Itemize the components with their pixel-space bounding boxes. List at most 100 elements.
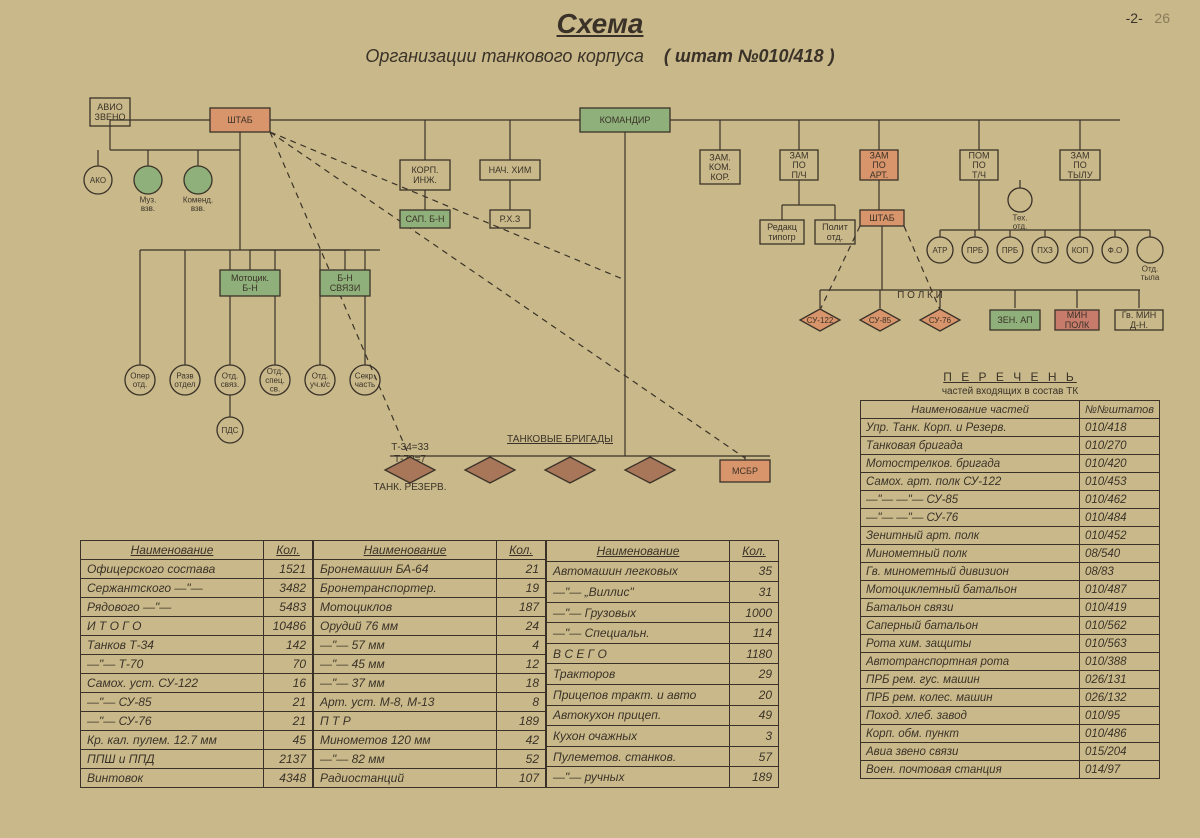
svg-text:АКО: АКО xyxy=(90,176,106,185)
table-row: —"— СУ-8521 xyxy=(81,693,313,712)
svg-text:Разв: Разв xyxy=(176,371,193,380)
table-row: Офицерского состава1521 xyxy=(81,560,313,579)
table-row: Минометный полк08/540 xyxy=(861,545,1160,563)
svg-text:Гв. МИН: Гв. МИН xyxy=(1122,310,1157,320)
svg-text:КОМАНДИР: КОМАНДИР xyxy=(600,115,651,125)
table-row: Батальон связи010/419 xyxy=(861,599,1160,617)
table-row: —"— Т-7070 xyxy=(81,655,313,674)
svg-text:Б-Н: Б-Н xyxy=(242,283,257,293)
table-row: Гв. минометный дивизион08/83 xyxy=(861,563,1160,581)
svg-text:Секр.: Секр. xyxy=(355,371,375,380)
svg-text:САП. Б-Н: САП. Б-Н xyxy=(405,214,444,224)
svg-text:ПРБ: ПРБ xyxy=(967,246,983,255)
svg-text:ПОЛК: ПОЛК xyxy=(1065,320,1090,330)
svg-text:ЗЕН. АП: ЗЕН. АП xyxy=(997,315,1032,325)
svg-text:отдел: отдел xyxy=(174,380,196,389)
equipment-tables: НаименованиеКол. Офицерского состава1521… xyxy=(80,540,779,788)
svg-text:ЗВЕНО: ЗВЕНО xyxy=(95,112,126,122)
table-row: Мотоциклов187 xyxy=(314,598,546,617)
table-row: И Т О Г О10486 xyxy=(81,617,313,636)
table-row: —"— —"— СУ-76010/484 xyxy=(861,509,1160,527)
perechen-table: Наименование частей№№штатов Упр. Танк. К… xyxy=(860,400,1160,779)
svg-text:ЗАМ: ЗАМ xyxy=(870,150,889,160)
svg-text:ПО: ПО xyxy=(872,160,885,170)
svg-text:ЗАМ: ЗАМ xyxy=(790,150,809,160)
table-row: Зенитный арт. полк010/452 xyxy=(861,527,1160,545)
svg-text:ТАНКОВЫЕ БРИГАДЫ: ТАНКОВЫЕ БРИГАДЫ xyxy=(507,434,613,445)
svg-text:связ.: связ. xyxy=(221,380,239,389)
svg-text:МСБР: МСБР xyxy=(732,466,758,476)
table-row: Автомашин легковых35 xyxy=(547,561,779,582)
svg-text:взв.: взв. xyxy=(191,204,205,213)
table-row: —"— Специальн.114 xyxy=(547,623,779,644)
table-row: Танков Т-34142 xyxy=(81,636,313,655)
svg-text:типогр: типогр xyxy=(768,232,795,242)
svg-text:ПО: ПО xyxy=(1073,160,1086,170)
svg-text:КОП: КОП xyxy=(1072,246,1089,255)
svg-text:КОРП.: КОРП. xyxy=(411,165,438,175)
svg-text:Отд.: Отд. xyxy=(1142,264,1159,273)
table-row: —"— 57 мм4 xyxy=(314,636,546,655)
table-row: П Т Р189 xyxy=(314,712,546,731)
table-row: Мотоциклетный батальон010/487 xyxy=(861,581,1160,599)
table-row: Танковая бригада010/270 xyxy=(861,437,1160,455)
svg-text:ШТАБ: ШТАБ xyxy=(227,115,252,125)
svg-text:ПО: ПО xyxy=(972,160,985,170)
svg-text:НАЧ. ХИМ: НАЧ. ХИМ xyxy=(489,165,532,175)
table-row: Самох. арт. полк СУ-122010/453 xyxy=(861,473,1160,491)
table-row: Винтовок4348 xyxy=(81,769,313,788)
svg-text:ПОМ: ПОМ xyxy=(969,150,990,160)
table-row: Кухон очажных3 xyxy=(547,726,779,747)
svg-text:АТР: АТР xyxy=(933,246,948,255)
svg-text:КОМ.: КОМ. xyxy=(709,162,731,172)
table-row: Сержантского —"—3482 xyxy=(81,579,313,598)
svg-text:ЗАМ: ЗАМ xyxy=(1071,150,1090,160)
svg-text:СУ-122: СУ-122 xyxy=(807,316,834,325)
table-row: —"— Грузовых1000 xyxy=(547,602,779,623)
svg-text:Т/Ч: Т/Ч xyxy=(972,170,986,180)
table-row: ППШ и ППД2137 xyxy=(81,750,313,769)
equip-table-2: НаименованиеКол. Бронемашин БА-6421Броне… xyxy=(313,540,546,788)
table-row: Пулеметов. станков.57 xyxy=(547,746,779,767)
table-row: Тракторов29 xyxy=(547,664,779,685)
table-row: —"— СУ-7621 xyxy=(81,712,313,731)
svg-text:ШТАБ: ШТАБ xyxy=(869,213,894,223)
table-row: Корп. обм. пункт010/486 xyxy=(861,725,1160,743)
svg-text:Т-34=33: Т-34=33 xyxy=(391,442,429,453)
svg-text:св.: св. xyxy=(270,385,280,394)
table-row: —"— ручных189 xyxy=(547,767,779,788)
svg-text:П О Л К И: П О Л К И xyxy=(897,290,943,301)
table-row: Орудий 76 мм24 xyxy=(314,617,546,636)
svg-text:часть: часть xyxy=(355,380,375,389)
svg-text:СУ-85: СУ-85 xyxy=(869,316,892,325)
svg-text:отд.: отд. xyxy=(1013,222,1028,231)
table-row: —"— —"— СУ-85010/462 xyxy=(861,491,1160,509)
svg-text:Д-Н.: Д-Н. xyxy=(1130,320,1148,330)
svg-text:П/Ч: П/Ч xyxy=(792,170,807,180)
svg-text:ПО: ПО xyxy=(792,160,805,170)
svg-text:уч.к/с: уч.к/с xyxy=(310,380,330,389)
subtitle: Организации танкового корпуса ( штат №01… xyxy=(0,46,1200,67)
svg-text:Тех.: Тех. xyxy=(1013,213,1028,222)
table-row: Автотранспортная рота010/388 xyxy=(861,653,1160,671)
svg-text:тыла: тыла xyxy=(1141,273,1160,282)
svg-text:СВЯЗИ: СВЯЗИ xyxy=(330,283,361,293)
table-row: ПРБ рем. гус. машин026/131 xyxy=(861,671,1160,689)
svg-text:отд.: отд. xyxy=(133,380,148,389)
table-row: ПРБ рем. колес. машин026/132 xyxy=(861,689,1160,707)
svg-text:АВИО: АВИО xyxy=(97,102,122,112)
table-row: Минометов 120 мм42 xyxy=(314,731,546,750)
table-row: Радиостанций107 xyxy=(314,769,546,788)
svg-text:ПХЗ: ПХЗ xyxy=(1037,246,1053,255)
table-row: Арт. уст. М-8, М-138 xyxy=(314,693,546,712)
svg-text:СУ-76: СУ-76 xyxy=(929,316,952,325)
svg-text:Отд.: Отд. xyxy=(312,371,329,380)
svg-text:МИН: МИН xyxy=(1067,310,1087,320)
svg-text:Полит: Полит xyxy=(822,222,848,232)
svg-text:Ф.О: Ф.О xyxy=(1108,246,1123,255)
main-title: Схема xyxy=(0,8,1200,40)
svg-text:Муз.: Муз. xyxy=(140,195,157,204)
svg-text:Мотоцик.: Мотоцик. xyxy=(231,273,269,283)
svg-text:Отд.: Отд. xyxy=(267,367,284,376)
equip-table-1: НаименованиеКол. Офицерского состава1521… xyxy=(80,540,313,788)
